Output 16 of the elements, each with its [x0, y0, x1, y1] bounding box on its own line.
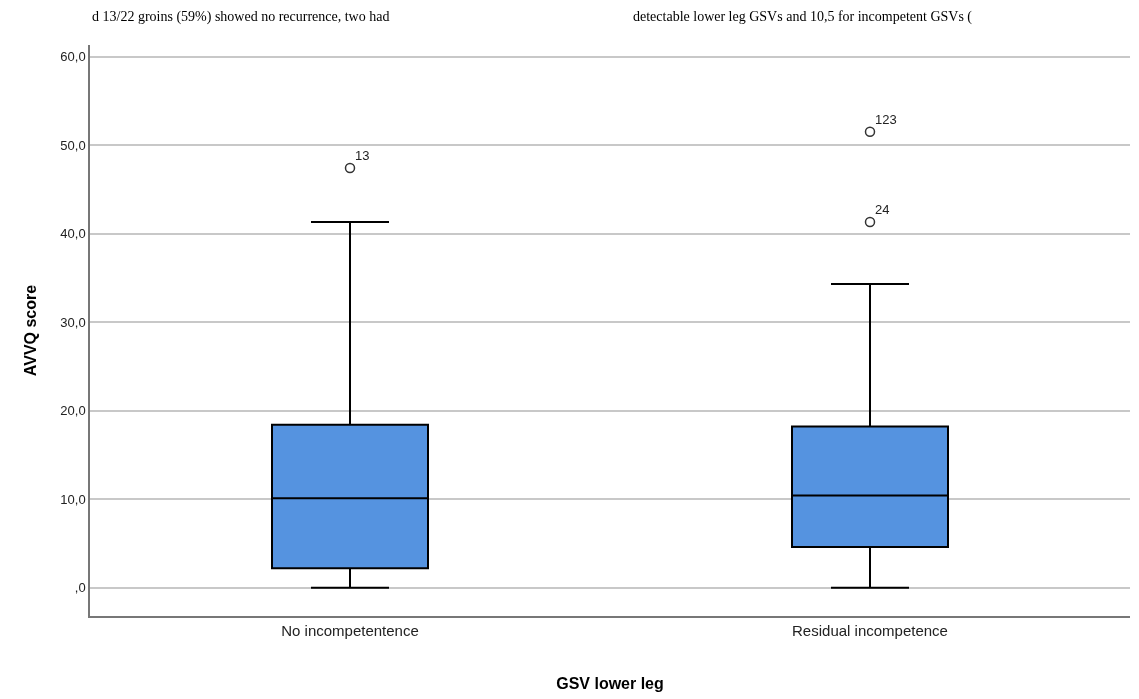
annotation: 24 — [875, 202, 890, 217]
x-tick-label: No incompetentence — [281, 621, 419, 639]
annotation: 123 — [875, 112, 897, 127]
x-tick-label: Residual incompetence — [792, 621, 948, 639]
y-tick-label: 50,0 — [60, 137, 86, 153]
y-tick-label: 10,0 — [60, 491, 86, 507]
y-tick-label: 60,0 — [60, 49, 86, 65]
y-tick-label: 30,0 — [60, 314, 86, 330]
x-axis-title: GSV lower leg — [556, 674, 664, 692]
y-axis-title: AVVQ score — [21, 284, 39, 377]
text: d 13/22 groins (59%) showed no recurrence, two had — [92, 9, 390, 25]
y-tick-label: ,0 — [74, 580, 86, 596]
y-tick-label: 40,0 — [60, 226, 86, 242]
y-tick-label: 20,0 — [60, 403, 86, 419]
annotation: 13 — [355, 148, 370, 163]
text: detectable lower leg GSVs and 10,5 for incompetent GSVs ( — [633, 9, 973, 25]
